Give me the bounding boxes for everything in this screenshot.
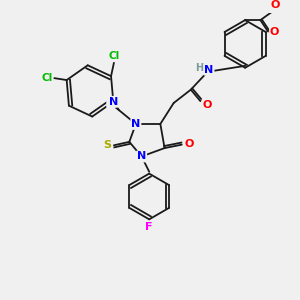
Text: N: N <box>204 65 214 75</box>
Text: S: S <box>103 140 111 150</box>
Text: H: H <box>107 97 115 107</box>
Text: O: O <box>202 100 212 110</box>
Text: O: O <box>271 0 280 10</box>
Text: O: O <box>270 26 279 37</box>
Text: Cl: Cl <box>41 73 52 83</box>
Text: N: N <box>109 97 118 107</box>
Text: H: H <box>195 63 203 73</box>
Text: F: F <box>146 222 153 232</box>
Text: Cl: Cl <box>108 51 119 61</box>
Text: N: N <box>131 119 140 129</box>
Text: N: N <box>137 152 146 161</box>
Text: O: O <box>185 139 194 149</box>
